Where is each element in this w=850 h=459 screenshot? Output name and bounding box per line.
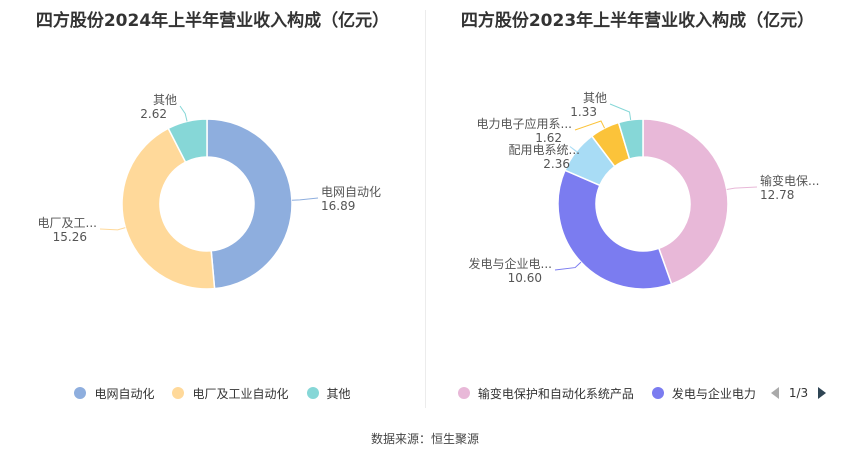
donut-slice[interactable] xyxy=(557,169,673,290)
legend-swatch xyxy=(457,387,470,399)
leader-line xyxy=(726,186,758,190)
slice-label: 电力电子应用系... xyxy=(477,116,572,131)
legend-item-generation[interactable]: 发电与企业电力 xyxy=(651,385,756,402)
donut-slice[interactable] xyxy=(167,118,208,164)
legend-item-plant-industrial[interactable]: 电厂及工业自动化 xyxy=(172,385,289,402)
leader-line xyxy=(179,105,188,122)
chart-panel-2024: 四方股份2024年上半年营业收入构成（亿元） 电网自动化 16.89 电厂及工...… xyxy=(0,0,425,410)
prev-page-icon[interactable] xyxy=(770,387,779,399)
legend-swatch xyxy=(172,387,185,399)
donut-slice[interactable] xyxy=(642,118,729,286)
leader-line xyxy=(554,261,582,271)
leader-line xyxy=(609,103,632,120)
donut-chart-2023: 输变电保...12.78 发电与企业电...10.60 配用电系统...2.36 电力… xyxy=(469,91,819,290)
leader-line xyxy=(99,227,126,231)
slice-label: 电厂及工... xyxy=(38,216,97,230)
pager-text: 1/3 xyxy=(788,386,809,400)
slice-label: 其他 xyxy=(153,93,177,107)
slice-label: 其他 xyxy=(583,91,607,105)
leader-line xyxy=(574,120,606,131)
leader-line xyxy=(569,146,584,157)
legend-swatch xyxy=(651,387,664,399)
data-source: 数据来源：恒生聚源 xyxy=(370,432,479,446)
slice-value-label: 15.26 xyxy=(53,230,87,244)
slice-label: 电网自动化 xyxy=(321,185,381,199)
legend-swatch xyxy=(74,387,87,399)
chart-title: 四方股份2024年上半年营业收入构成（亿元） xyxy=(35,11,390,31)
donut-slice[interactable] xyxy=(617,118,644,160)
legend-pager: 1/3 xyxy=(770,386,827,400)
slice-value-label: 1.33 xyxy=(570,105,597,119)
leader-line xyxy=(291,197,319,201)
legend: 输变电保护和自动化系统产品 发电与企业电力 1/3 xyxy=(425,383,850,403)
legend-label: 发电与企业电力 xyxy=(671,386,756,401)
legend-item-other[interactable]: 其他 xyxy=(306,385,351,402)
legend-label: 电网自动化 xyxy=(94,386,155,401)
legend-label: 其他 xyxy=(326,386,351,401)
legend-item-grid-automation[interactable]: 电网自动化 xyxy=(74,385,154,402)
legend-label: 电厂及工业自动化 xyxy=(192,386,289,401)
chart-panel-2023: 四方股份2023年上半年营业收入构成（亿元） 输变电保... 12.78 发电与企业… xyxy=(425,0,850,410)
slice-value-label: 2.62 xyxy=(140,107,167,121)
slice-value-label: 1.62 xyxy=(535,131,562,145)
chart-title: 四方股份2023年上半年营业收入构成（亿元） xyxy=(460,11,815,31)
next-page-icon[interactable] xyxy=(818,387,827,399)
slice-label: 发电与企业电... xyxy=(469,256,552,271)
legend-item-transmission[interactable]: 输变电保护和自动化系统产品 xyxy=(457,385,634,402)
legend-swatch xyxy=(306,387,319,399)
legend: 电网自动化 电厂及工业自动化 其他 xyxy=(0,383,425,403)
panel-divider xyxy=(425,10,426,408)
slice-value-label: 2.36 xyxy=(543,157,570,171)
slice-value-label: 10.60 xyxy=(508,271,542,285)
slice-value-label: 16.89 xyxy=(321,199,355,213)
donut-slice[interactable] xyxy=(206,118,293,290)
legend-label: 输变电保护和自动化系统产品 xyxy=(477,386,634,401)
donut-slice[interactable] xyxy=(121,127,216,290)
slice-label: 输变电保... xyxy=(760,173,819,188)
slice-label: 配用电系统... xyxy=(509,143,580,157)
slice-value-label: 12.78 xyxy=(760,188,794,202)
